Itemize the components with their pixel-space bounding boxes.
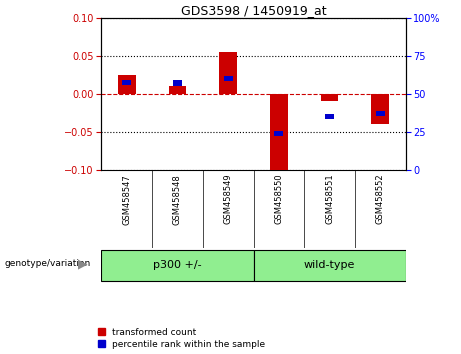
Bar bbox=[169, 86, 186, 94]
Text: ▶: ▶ bbox=[78, 257, 88, 270]
Bar bbox=[219, 52, 237, 94]
Text: wild-type: wild-type bbox=[304, 260, 355, 270]
Text: GSM458552: GSM458552 bbox=[376, 174, 385, 224]
Bar bbox=[122, 80, 131, 85]
Text: p300 +/-: p300 +/- bbox=[153, 260, 202, 270]
Legend: transformed count, percentile rank within the sample: transformed count, percentile rank withi… bbox=[97, 327, 266, 349]
Text: GSM458551: GSM458551 bbox=[325, 174, 334, 224]
Bar bbox=[376, 111, 385, 116]
Bar bbox=[325, 114, 334, 119]
Text: GSM458549: GSM458549 bbox=[224, 174, 233, 224]
Bar bbox=[173, 80, 182, 86]
Bar bbox=[101, 250, 254, 281]
Bar bbox=[372, 94, 389, 124]
Text: GSM458548: GSM458548 bbox=[173, 174, 182, 224]
Bar bbox=[274, 131, 284, 136]
Bar bbox=[321, 94, 338, 101]
Title: GDS3598 / 1450919_at: GDS3598 / 1450919_at bbox=[181, 4, 326, 17]
Text: genotype/variation: genotype/variation bbox=[5, 259, 91, 268]
Text: GSM458547: GSM458547 bbox=[122, 174, 131, 224]
Bar bbox=[270, 94, 288, 172]
Bar bbox=[118, 75, 136, 94]
Text: GSM458550: GSM458550 bbox=[274, 174, 284, 224]
Bar bbox=[224, 76, 233, 81]
Bar bbox=[254, 250, 406, 281]
